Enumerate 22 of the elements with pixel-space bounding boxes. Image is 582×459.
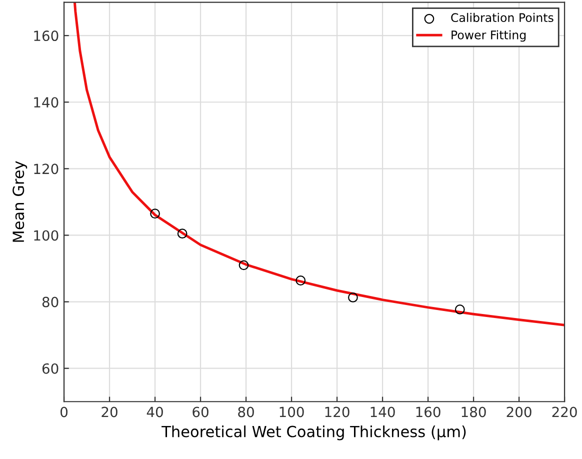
- legend-label: Calibration Points: [451, 12, 554, 22]
- x-tick-label: 40: [146, 406, 163, 418]
- y-tick-label: 60: [42, 363, 58, 374]
- x-tick-label: 140: [370, 406, 395, 418]
- x-tick-label: 120: [325, 406, 350, 418]
- x-tick-label: 60: [192, 406, 208, 418]
- y-axis-title: Mean Grey: [12, 161, 28, 242]
- x-tick-label: 180: [462, 406, 486, 418]
- y-tick-label: 80: [42, 296, 58, 308]
- legend-label: Power Fitting: [452, 30, 526, 42]
- y-tick-label: 100: [34, 230, 58, 241]
- x-tick-label: 200: [506, 406, 532, 418]
- x-tick-label: 20: [102, 406, 118, 418]
- x-tick-label: 80: [238, 406, 254, 418]
- x-tick-label: 160: [416, 406, 440, 418]
- x-axis-title: Theoretical Wet Coating Thickness (μm): [162, 425, 466, 440]
- y-tick-label: 140: [34, 97, 58, 108]
- x-tick-label: 0: [60, 406, 68, 418]
- x-tick-label: 220: [552, 406, 577, 418]
- y-tick-label: 160: [34, 30, 58, 42]
- y-tick-label: 120: [34, 164, 58, 174]
- x-tick-label: 100: [280, 406, 304, 418]
